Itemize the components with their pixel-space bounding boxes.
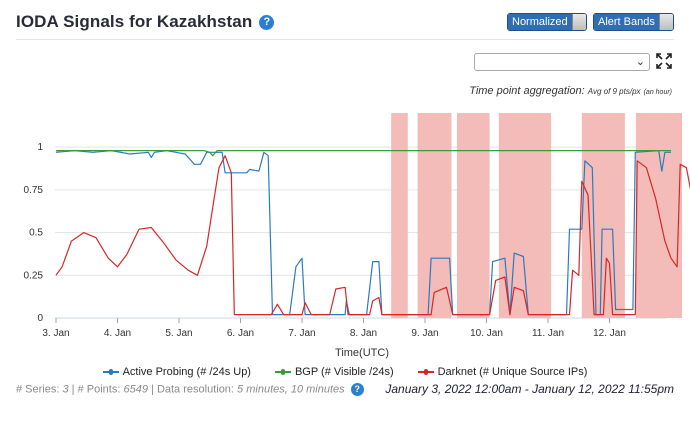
x-tick-label: 9. Jan [411,328,438,339]
signal-select[interactable]: ⌄ [474,53,650,71]
toggle-knob [571,14,586,30]
x-tick-label: 3. Jan [42,328,69,339]
footer: # Series: 3 | # Points: 6549 | Data reso… [16,382,674,396]
help-icon[interactable]: ? [350,382,364,396]
series-line [55,155,690,316]
page-title: IODA Signals for Kazakhstan [16,12,253,31]
toggle-knob [658,14,673,30]
x-axis: 3. Jan 4. Jan 5. Jan 6. Jan 7. Jan 8. Jan 9. J… [42,318,626,339]
aggregation-info: Time point aggregation: Avg of 9 pts/px … [469,85,672,97]
series-label: # Series: [16,382,60,395]
grid [55,146,667,319]
y-tick-label: 0 [37,313,43,324]
x-tick-label: 4. Jan [104,328,131,339]
x-tick-label: 6. Jan [227,328,254,339]
alert-band [456,113,490,318]
legend-label: Active Probing (# /24s Up) [122,366,251,378]
divider [16,39,674,40]
legend: Active Probing (# /24s Up) BGP (# Visibl… [0,366,690,378]
chevron-down-icon: ⌄ [635,56,645,68]
x-axis-title: Time(UTC) [335,347,389,359]
series-meta: # Series: 3 | # Points: 6549 | Data reso… [16,382,364,396]
alert-band [581,113,625,318]
normalized-toggle[interactable]: Normalized [507,13,587,31]
legend-swatch-darknet [417,369,434,375]
y-axis: 0 0.25 0.5 0.75 1 [24,142,44,324]
legend-swatch-active-probing [102,369,119,375]
y-tick-label: 0.25 [24,270,44,281]
legend-label: BGP (# Visible /24s) [294,366,394,378]
legend-label: Darknet (# Unique Source IPs) [437,366,588,378]
y-tick-label: 0.75 [24,185,44,196]
legend-item-darknet[interactable]: Darknet (# Unique Source IPs) [417,366,588,378]
x-tick-label: 11. Jan [532,328,564,339]
help-icon[interactable]: ? [259,14,275,30]
x-tick-label: 8. Jan [350,328,377,339]
normalized-toggle-label: Normalized [508,14,572,30]
series-count: 3 [62,382,69,395]
x-tick-label: 5. Jan [165,328,192,339]
aggregation-value: Avg of 9 pts/px [587,87,641,96]
alert-band [417,113,452,318]
x-tick-label: 12. Jan [593,328,626,339]
legend-swatch-bgp [274,369,291,375]
legend-item-bgp[interactable]: BGP (# Visible /24s) [274,366,394,378]
y-tick-label: 1 [37,142,43,153]
resolution-value: 5 minutes, 10 minutes [237,382,345,395]
alert-band [391,113,408,318]
alert-bands-toggle-label: Alert Bands [594,14,659,30]
legend-item-active-probing[interactable]: Active Probing (# /24s Up) [102,366,251,378]
x-tick-label: 10. Jan [470,328,503,339]
x-tick-label: 7. Jan [288,328,315,339]
series-line [56,150,671,157]
alert-bands-toggle[interactable]: Alert Bands [593,13,674,31]
fullscreen-icon[interactable] [656,53,672,69]
points-count: 6549 [123,382,148,395]
resolution-label: Data resolution: [156,382,234,395]
points-label: # Points: [77,382,121,395]
aggregation-unit: (an hour) [643,89,672,96]
aggregation-label: Time point aggregation: [469,85,585,97]
series-lines [55,150,690,316]
alert-bands [391,113,683,318]
title-row: IODA Signals for Kazakhstan ? [16,10,275,34]
date-range: January 3, 2022 12:00am - January 12, 20… [385,382,674,396]
y-tick-label: 0.5 [29,228,43,239]
